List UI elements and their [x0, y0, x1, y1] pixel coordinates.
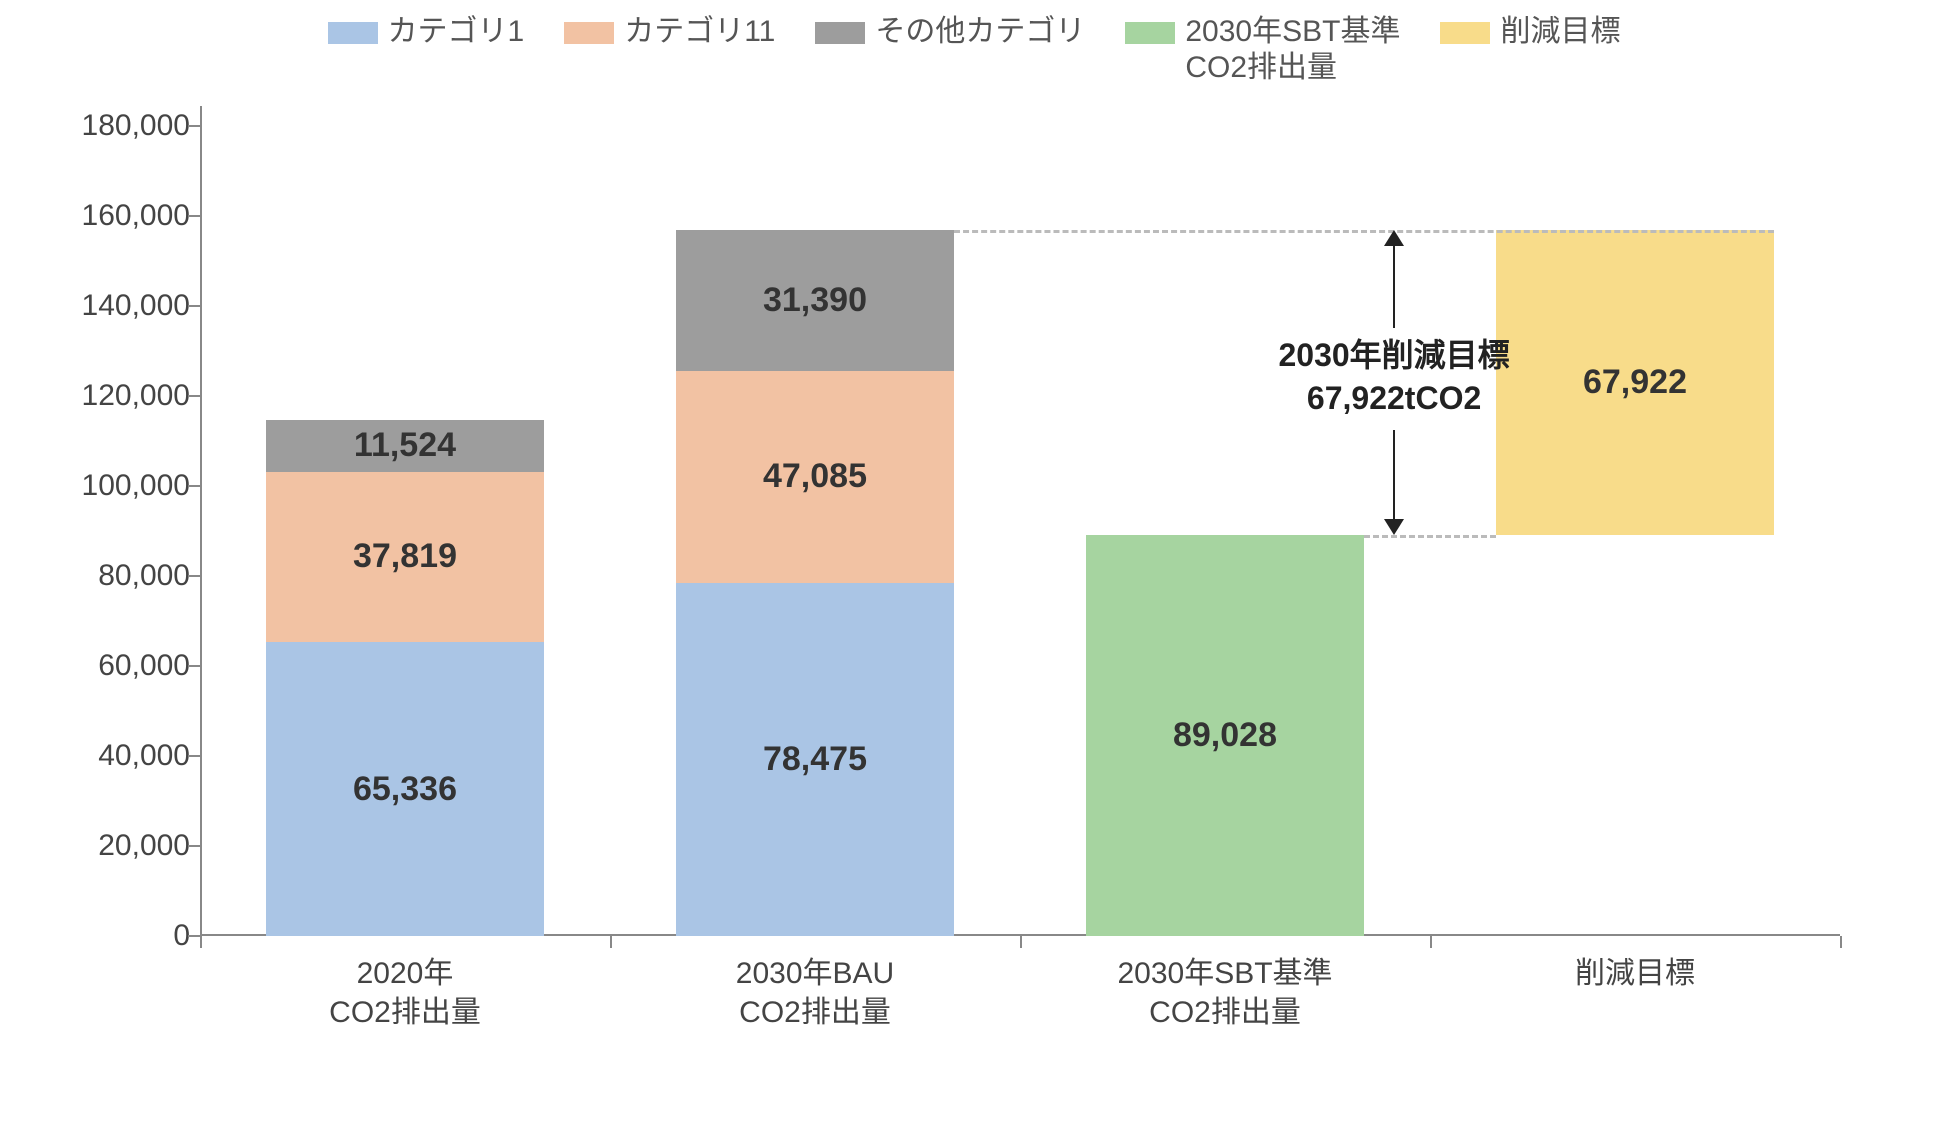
legend-swatch	[1440, 22, 1490, 44]
y-tick-mark	[188, 845, 200, 847]
bar-value-label: 37,819	[353, 537, 457, 576]
bar-segment: 65,336	[266, 642, 545, 936]
legend-swatch	[328, 22, 378, 44]
legend-item: 2030年SBT基準CO2排出量	[1125, 14, 1400, 86]
plot-area: 020,00040,00060,00080,000100,000120,0001…	[200, 126, 1840, 936]
y-tick-mark	[188, 575, 200, 577]
y-tick-label: 0	[60, 919, 190, 953]
legend-swatch	[564, 22, 614, 44]
y-tick-mark	[188, 665, 200, 667]
y-tick-mark	[188, 755, 200, 757]
reference-line-bottom	[1364, 535, 1495, 538]
bar-group: 78,475 47,085 31,390	[676, 126, 955, 936]
y-tick-mark	[188, 305, 200, 307]
x-tick-mark	[1840, 936, 1842, 948]
y-tick-label: 60,000	[60, 649, 190, 683]
chart-container: カテゴリ1カテゴリ11その他カテゴリ2030年SBT基準CO2排出量削減目標 0…	[60, 10, 1888, 1118]
y-axis: 020,00040,00060,00080,000100,000120,0001…	[60, 126, 190, 936]
arrow-head-down	[1384, 519, 1404, 535]
x-axis-label: 2030年BAUCO2排出量	[736, 954, 894, 1032]
bar-segment: 31,390	[676, 230, 955, 371]
bar-segment: 89,028	[1086, 535, 1365, 936]
bar-group: 89,028	[1086, 126, 1365, 936]
bars-layer: 65,336 37,819 11,524 78,475 47,085 31,390 89,0…	[200, 126, 1840, 936]
legend-item: カテゴリ1	[328, 14, 525, 50]
bar-value-label: 78,475	[763, 740, 867, 779]
y-tick-mark	[188, 395, 200, 397]
y-tick-mark	[188, 485, 200, 487]
legend-item: 削減目標	[1440, 14, 1620, 50]
annotation-text: 2030年削減目標67,922tCO2	[1278, 334, 1509, 420]
bar-value-label: 89,028	[1173, 716, 1277, 755]
legend-swatch	[1125, 22, 1175, 44]
x-tick-mark	[1430, 936, 1432, 948]
x-axis-label: 2030年SBT基準CO2排出量	[1117, 954, 1332, 1032]
bar-group: 65,336 37,819 11,524	[266, 126, 545, 936]
bar-segment: 47,085	[676, 371, 955, 583]
y-tick-label: 140,000	[60, 289, 190, 323]
legend-label: その他カテゴリ	[875, 14, 1085, 50]
arrow-head-up	[1384, 230, 1404, 246]
arrow-line-up	[1393, 244, 1395, 328]
y-tick-label: 80,000	[60, 559, 190, 593]
y-tick-mark	[188, 935, 200, 937]
x-tick-mark	[1020, 936, 1022, 948]
legend-label: 削減目標	[1500, 14, 1620, 50]
bar-value-label: 47,085	[763, 457, 867, 496]
legend-label: 2030年SBT基準CO2排出量	[1185, 14, 1400, 86]
y-tick-label: 160,000	[60, 199, 190, 233]
bar-segment: 67,922	[1496, 230, 1775, 536]
annotation-arrow-group: 2030年削減目標67,922tCO2	[1393, 230, 1395, 536]
y-tick-mark	[188, 215, 200, 217]
x-axis-label: 削減目標	[1575, 954, 1695, 993]
legend-label: カテゴリ11	[624, 14, 775, 50]
legend: カテゴリ1 カテゴリ11 その他カテゴリ 2030年SBT基準CO2排出量 削減目標	[60, 10, 1888, 96]
y-tick-label: 40,000	[60, 739, 190, 773]
y-tick-label: 120,000	[60, 379, 190, 413]
legend-item: その他カテゴリ	[815, 14, 1085, 50]
bar-value-label: 65,336	[353, 770, 457, 809]
y-tick-label: 100,000	[60, 469, 190, 503]
bar-group: 67,922	[1496, 126, 1775, 936]
bar-value-label: 67,922	[1583, 363, 1687, 402]
bar-value-label: 31,390	[763, 281, 867, 320]
reference-line-top	[954, 230, 1774, 233]
x-tick-mark	[610, 936, 612, 948]
x-axis-label: 2020年CO2排出量	[329, 954, 481, 1032]
legend-swatch	[815, 22, 865, 44]
legend-label: カテゴリ1	[388, 14, 525, 50]
bar-segment: 11,524	[266, 420, 545, 472]
bar-segment: 37,819	[266, 472, 545, 642]
legend-item: カテゴリ11	[564, 14, 775, 50]
x-tick-mark	[200, 936, 202, 948]
bar-segment: 78,475	[676, 583, 955, 936]
y-tick-mark	[188, 125, 200, 127]
y-tick-label: 20,000	[60, 829, 190, 863]
bar-value-label: 11,524	[354, 426, 456, 465]
arrow-line-down	[1393, 430, 1395, 522]
y-tick-label: 180,000	[60, 109, 190, 143]
